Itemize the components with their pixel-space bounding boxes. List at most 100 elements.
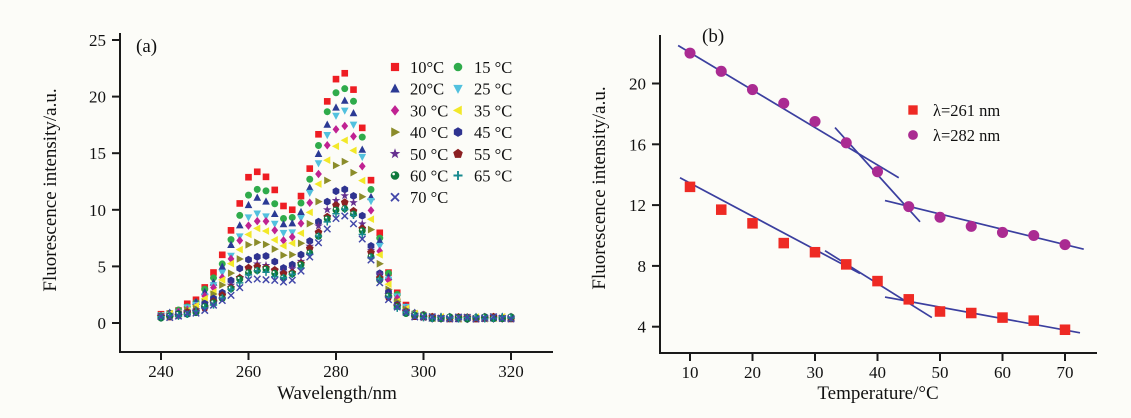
circle-marker (778, 97, 790, 109)
triangle-up-marker (349, 109, 358, 117)
triangle-up-marker (279, 220, 288, 228)
triangle-right-marker (350, 168, 358, 177)
pentagon-marker (305, 244, 314, 252)
triangle-right-marker (315, 197, 323, 206)
panel-b-x-tick-label: 40 (869, 363, 886, 382)
triangle-left-marker (288, 239, 296, 247)
star-marker (322, 205, 332, 214)
circle-marker (840, 137, 852, 149)
star-marker (340, 191, 350, 200)
legend-item-60C: 60 °C (390, 167, 448, 186)
legend-item-10C: 10°C (390, 58, 444, 77)
square-marker (715, 204, 727, 215)
triangle-up-marker (227, 240, 235, 248)
panel-b-y-tick-label: 4 (638, 318, 647, 337)
square-marker (245, 173, 252, 181)
star-marker (287, 264, 297, 273)
legend-label: 40 °C (410, 123, 448, 142)
triangle-right-marker (236, 255, 244, 263)
plus-marker (323, 218, 331, 226)
panel-b-y-tick-label: 20 (629, 75, 646, 94)
triangle-down-marker (279, 229, 288, 238)
triangle-up-marker (244, 200, 253, 209)
plus-marker (314, 232, 323, 240)
x-marker (288, 276, 296, 284)
x-marker (384, 295, 393, 304)
diamond-marker (253, 216, 261, 226)
circle-marker (323, 108, 331, 116)
triangle-left-marker (218, 276, 226, 284)
circle-marker (1028, 229, 1040, 242)
triangle-right-marker (376, 259, 384, 268)
triangle-up-marker (305, 183, 314, 191)
triangle-right-marker (391, 127, 401, 137)
triangle-left-marker (305, 208, 313, 217)
x-marker (166, 313, 174, 322)
plus-marker (279, 274, 288, 282)
triangle-up-marker (262, 197, 270, 205)
triangle-down-marker (253, 210, 262, 218)
sphere-highlight (237, 276, 240, 280)
triangle-down-marker (375, 242, 384, 251)
diamond-marker (376, 246, 384, 256)
hexagon-marker (253, 252, 261, 261)
panel-a-x-tick-label: 260 (236, 362, 262, 381)
triangle-left-marker (366, 215, 375, 224)
square-marker (778, 237, 790, 249)
panel-a-legend: 10°C 15 °C 20°C 25 °C 30 °C 35 °C 40 °C 45 °C 50… (389, 58, 512, 207)
triangle-up-marker (235, 221, 244, 229)
x-marker (253, 275, 261, 283)
legend-label: 65 °C (474, 167, 512, 186)
legend-item-30C: 30 °C (390, 101, 448, 120)
x-marker (157, 312, 165, 321)
star-marker (357, 219, 367, 228)
x-marker (306, 253, 314, 261)
triangle-right-marker (367, 225, 376, 234)
square-marker (934, 306, 946, 317)
panel-b-axes (659, 35, 1097, 354)
sphere-highlight (263, 266, 266, 270)
x-marker (358, 235, 366, 243)
x-marker (236, 283, 244, 292)
circle-marker (288, 213, 296, 221)
plus-marker (288, 270, 296, 279)
square-marker (376, 229, 384, 237)
square-marker (809, 246, 821, 258)
diamond-marker (350, 132, 357, 141)
square-marker (341, 69, 349, 77)
x-marker (437, 314, 445, 323)
triangle-down-marker (305, 189, 314, 198)
square-marker (262, 173, 270, 181)
triangle-down-marker (314, 160, 323, 168)
triangle-up-marker (218, 262, 227, 270)
star-marker (349, 198, 358, 207)
triangle-up-marker (288, 219, 297, 227)
plus-marker (183, 310, 191, 319)
triangle-down-marker (270, 220, 279, 229)
panel-b-x-tick-label: 20 (744, 363, 761, 382)
hexagon-marker (358, 211, 366, 220)
sphere-marker (236, 275, 244, 283)
circle-marker (297, 199, 305, 207)
x-marker (446, 315, 454, 323)
hexagon-marker (262, 252, 270, 260)
panel-a-y-tick-label: 5 (98, 257, 107, 276)
triangle-left-marker (331, 142, 340, 151)
circle-marker (1059, 239, 1071, 251)
x-marker (507, 315, 515, 323)
square-marker (997, 312, 1008, 323)
triangle-up-marker (375, 236, 384, 245)
x-marker (227, 291, 235, 300)
legend-label: 30 °C (410, 101, 448, 120)
square-marker (358, 124, 366, 132)
triangle-right-marker (280, 251, 288, 260)
panel-a-x-tick-label: 240 (148, 362, 174, 381)
x-marker (297, 267, 305, 275)
square-marker (210, 269, 217, 276)
square-marker (350, 86, 357, 93)
circle-marker (271, 200, 279, 208)
sphere-highlight (392, 172, 395, 176)
legend-item-25C: 25 °C (453, 80, 512, 99)
x-marker (201, 306, 209, 315)
